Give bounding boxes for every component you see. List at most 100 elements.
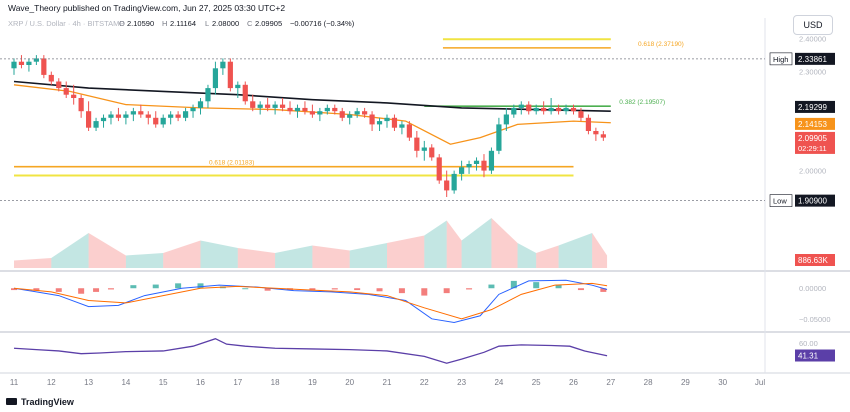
volume-badge-value: 886.63K <box>798 256 828 265</box>
low-value-badge <box>795 194 835 207</box>
rsi-pane-bg <box>0 334 850 372</box>
price-tick-label: 2.40000 <box>799 35 826 44</box>
candle-body <box>220 61 226 69</box>
price-tick-label: 2.00000 <box>799 167 826 176</box>
ohlc-close: 2.09905 <box>255 19 282 28</box>
volume-area <box>491 218 518 268</box>
time-tick-label: 23 <box>457 378 466 387</box>
symbol-line: XRP / U.S. Dollar · 4h · BITSTAMP <box>8 19 124 28</box>
high-value-badge <box>795 52 835 65</box>
macd-histogram-bar <box>264 288 271 291</box>
price-axis: 2.400002.300002.200002.100002.000002.192… <box>795 35 835 266</box>
candle-body <box>399 124 405 128</box>
macd-histogram-bar <box>33 288 40 291</box>
candle-body <box>391 117 398 128</box>
currency-button[interactable]: USD <box>793 15 833 35</box>
volume-layer <box>14 218 608 268</box>
time-axis: 11 12 13 14 15 16 17 18 19 20 21 22 23 24 25 26 27 28 29 30… <box>10 378 765 387</box>
volume-area <box>200 240 238 268</box>
candle-body <box>541 107 547 112</box>
candle-body <box>48 74 54 82</box>
macd-line <box>13 279 608 324</box>
macd-histogram-bar <box>55 288 62 292</box>
ohlc-change: −0.00716 (−0.34%) <box>290 19 355 28</box>
low-value: 1.90900 <box>798 197 827 206</box>
low-label-box <box>769 194 793 207</box>
volume-area <box>349 243 387 268</box>
candle-body <box>347 114 353 118</box>
candle-body <box>227 61 233 89</box>
candle-body <box>145 114 151 118</box>
rsi-tick-label: 60.00 <box>799 339 818 348</box>
time-tick-label: 25 <box>532 378 541 387</box>
candle-body <box>459 167 465 174</box>
ohlc-low-label: L <box>205 19 209 28</box>
volume-area <box>461 218 492 268</box>
macd-layer: 0.00000 −0.05000 <box>11 279 831 324</box>
candle-body <box>175 114 181 118</box>
macd-histogram-bar <box>242 288 249 290</box>
ohlc-open-label: O <box>119 19 125 28</box>
time-tick-label: 27 <box>606 378 615 387</box>
candle-body <box>324 107 330 112</box>
volume-area <box>275 245 313 268</box>
candle-body <box>100 117 107 122</box>
macd-histogram-bar <box>331 288 338 290</box>
time-tick-label: 16 <box>196 378 205 387</box>
volume-area <box>163 240 201 268</box>
volume-area <box>51 233 89 268</box>
candle-body <box>429 147 435 158</box>
candle-body <box>548 107 554 112</box>
macd-histogram-bar <box>175 283 182 289</box>
candle-body <box>168 114 174 118</box>
candle-body <box>444 180 450 191</box>
candle-body <box>93 121 99 128</box>
volume-area <box>312 245 350 268</box>
macd-histogram-bar <box>107 288 114 290</box>
candle-body <box>242 84 248 102</box>
volume-badge <box>795 254 835 266</box>
time-tick-label: 30 <box>718 378 727 387</box>
candle-body <box>153 117 159 125</box>
main-pane-bg <box>0 18 850 270</box>
high-low-layer: High 2.33861 Low 1.90900 <box>0 52 835 207</box>
candle-body <box>414 137 420 151</box>
candle-body <box>41 58 47 75</box>
candle-body <box>26 61 32 65</box>
price-badge <box>795 117 835 130</box>
price-badge <box>795 131 835 154</box>
price-tick-label: 2.30000 <box>799 68 826 77</box>
time-tick-label: 29 <box>681 378 690 387</box>
candle-body <box>376 121 383 125</box>
volume-area <box>592 233 608 268</box>
time-tick-label: 26 <box>569 378 578 387</box>
rsi-line <box>13 338 608 364</box>
volume-area <box>88 233 126 268</box>
macd-histogram-bar <box>555 284 562 289</box>
macd-histogram-bar <box>443 288 450 294</box>
candle-body <box>511 107 517 115</box>
price-badge-value: 2.14153 <box>798 120 827 129</box>
candle-body <box>436 157 442 181</box>
macd-histogram-bar <box>93 288 100 292</box>
candle-body <box>369 114 375 125</box>
macd-histogram-bar <box>130 285 137 289</box>
candle-body <box>272 104 278 108</box>
candle-body <box>488 150 495 171</box>
macd-tick-label: −0.05000 <box>799 315 831 324</box>
macd-histogram-bar <box>152 284 159 289</box>
macd-histogram-bar <box>197 283 204 289</box>
volume-area <box>237 248 276 268</box>
candles-layer <box>11 55 606 197</box>
time-tick-label: 12 <box>47 378 56 387</box>
ohlc-high: 2.11164 <box>170 19 196 28</box>
tradingview-logo[interactable]: TradingView <box>6 397 75 407</box>
rsi-layer: 60.00 41.31 <box>13 338 835 364</box>
candle-body <box>466 164 472 168</box>
candle-body <box>18 61 25 65</box>
candle-body <box>265 104 271 108</box>
candle-body <box>182 111 189 118</box>
candle-body <box>71 94 77 98</box>
time-tick-label: 11 <box>10 378 19 387</box>
